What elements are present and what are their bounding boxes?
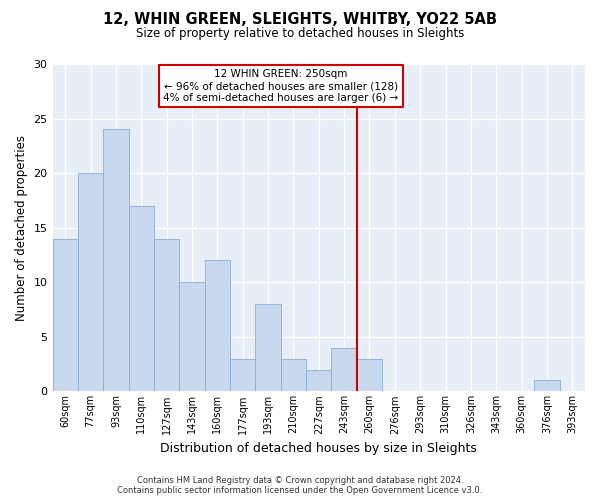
- Bar: [128, 206, 154, 392]
- Text: Size of property relative to detached houses in Sleights: Size of property relative to detached ho…: [136, 28, 464, 40]
- Bar: [306, 370, 331, 392]
- Bar: [331, 348, 357, 392]
- Text: 12 WHIN GREEN: 250sqm
← 96% of detached houses are smaller (128)
4% of semi-deta: 12 WHIN GREEN: 250sqm ← 96% of detached …: [163, 70, 398, 102]
- X-axis label: Distribution of detached houses by size in Sleights: Distribution of detached houses by size …: [160, 442, 477, 455]
- Bar: [230, 358, 256, 392]
- Text: 12, WHIN GREEN, SLEIGHTS, WHITBY, YO22 5AB: 12, WHIN GREEN, SLEIGHTS, WHITBY, YO22 5…: [103, 12, 497, 28]
- Bar: [205, 260, 230, 392]
- Bar: [281, 358, 306, 392]
- Y-axis label: Number of detached properties: Number of detached properties: [15, 134, 28, 320]
- Text: Contains HM Land Registry data © Crown copyright and database right 2024.
Contai: Contains HM Land Registry data © Crown c…: [118, 476, 482, 495]
- Bar: [154, 238, 179, 392]
- Bar: [103, 130, 128, 392]
- Bar: [357, 358, 382, 392]
- Bar: [53, 238, 78, 392]
- Bar: [179, 282, 205, 392]
- Bar: [256, 304, 281, 392]
- Bar: [78, 173, 103, 392]
- Bar: [534, 380, 560, 392]
